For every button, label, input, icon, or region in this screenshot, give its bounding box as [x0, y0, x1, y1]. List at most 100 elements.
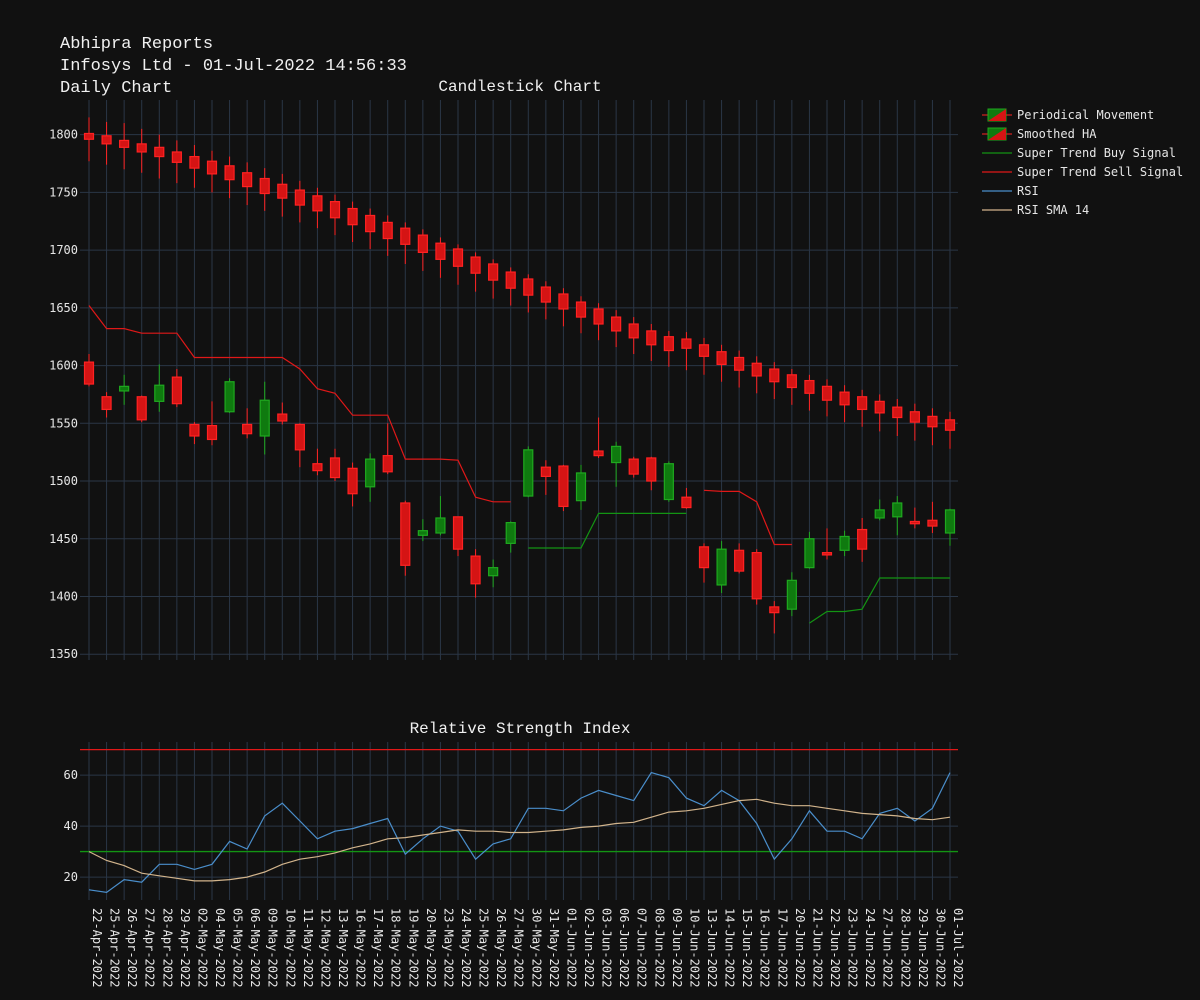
x-tick-label: 10-Jun-2022	[687, 908, 701, 987]
periodical-movement-candle	[83, 361, 95, 385]
x-tick-label: 25-May-2022	[477, 908, 491, 987]
periodical-movement-candle	[206, 425, 218, 441]
x-tick-label: 05-May-2022	[231, 908, 245, 987]
smoothed-ha-candle	[734, 356, 745, 371]
x-tick-label: 13-May-2022	[336, 908, 350, 987]
smoothed-ha-candle	[259, 177, 270, 195]
periodical-movement-candle	[681, 496, 692, 509]
y-tick-label: 1750	[49, 185, 78, 199]
smoothed-ha-candle	[611, 316, 622, 332]
x-tick-label: 27-Apr-2022	[143, 908, 157, 987]
rsi-y-tick-label: 60	[64, 768, 78, 782]
smoothed-ha-candle	[786, 374, 797, 389]
y-tick-label: 1600	[49, 359, 78, 373]
smoothed-ha-candle	[242, 172, 253, 188]
x-tick-label: 27-May-2022	[512, 908, 526, 987]
x-tick-label: 10-May-2022	[283, 908, 297, 987]
x-tick-label: 28-Apr-2022	[160, 908, 174, 987]
legend-item: Super Trend Buy Signal	[982, 146, 1176, 160]
periodical-movement-candle	[382, 455, 393, 473]
periodical-movement-candle	[663, 463, 674, 501]
smoothed-ha-candle	[136, 143, 147, 153]
periodical-movement-candle	[927, 519, 938, 527]
periodical-movement-candle	[734, 549, 745, 572]
periodical-movement-candle	[136, 396, 147, 421]
smoothed-ha-candle	[892, 406, 903, 419]
x-tick-label: 29-Apr-2022	[178, 908, 192, 987]
legend-label: Smoothed HA	[1017, 127, 1097, 141]
periodical-movement-candle	[488, 567, 499, 577]
x-tick-label: 02-May-2022	[195, 908, 209, 987]
periodical-movement-candle	[804, 538, 815, 569]
smoothed-ha-candle	[628, 323, 639, 339]
periodical-movement-candle	[400, 502, 411, 566]
x-tick-label: 08-Jun-2022	[652, 908, 666, 987]
legend-item: RSI SMA 14	[982, 203, 1089, 217]
smoothed-ha-candle	[224, 165, 235, 181]
x-tick-label: 27-Jun-2022	[881, 908, 895, 987]
x-tick-label: 06-May-2022	[248, 908, 262, 987]
legend-label: Periodical Movement	[1017, 108, 1154, 122]
report-header-line-1: Abhipra Reports	[60, 35, 214, 54]
periodical-movement-candle	[575, 472, 587, 502]
x-tick-label: 25-Apr-2022	[108, 908, 122, 987]
smoothed-ha-candle	[329, 201, 341, 219]
smoothed-ha-candle	[294, 189, 305, 206]
x-tick-label: 24-May-2022	[459, 908, 473, 987]
legend-item: Periodical Movement	[982, 108, 1154, 122]
rsi-sma-line	[88, 798, 951, 882]
periodical-movement-candle	[558, 465, 569, 508]
smoothed-ha-candle	[821, 385, 833, 401]
smoothed-ha-candle	[857, 396, 868, 411]
periodical-movement-candle	[171, 376, 182, 405]
periodical-movement-candle	[909, 520, 920, 525]
smoothed-ha-candle	[698, 344, 710, 357]
x-tick-label: 31-May-2022	[547, 908, 561, 987]
periodical-movement-candle	[505, 521, 516, 544]
smoothed-ha-candle	[452, 248, 464, 267]
smoothed-ha-candle	[839, 391, 850, 406]
smoothed-ha-candle	[83, 132, 95, 140]
smoothed-ha-candle	[206, 160, 218, 175]
x-tick-label: 09-Jun-2022	[670, 908, 684, 987]
smoothed-ha-candle	[435, 242, 446, 260]
periodical-movement-candle	[628, 458, 639, 475]
y-tick-label: 1550	[49, 416, 78, 430]
legend-label: RSI	[1017, 184, 1039, 198]
periodical-movement-candle	[224, 381, 235, 413]
periodical-movement-candle	[698, 546, 710, 569]
periodical-movement-candle	[944, 509, 956, 534]
smoothed-ha-candle	[101, 135, 112, 145]
periodical-movement-candle	[277, 413, 288, 422]
y-tick-label: 1350	[49, 647, 78, 661]
periodical-movement-candle	[839, 535, 850, 551]
periodical-movement-candle	[716, 548, 727, 586]
smoothed-ha-candle	[505, 271, 516, 289]
x-tick-label: 17-May-2022	[371, 908, 385, 987]
periodical-movement-candle	[857, 528, 868, 550]
smoothed-ha-candle	[277, 183, 288, 199]
x-tick-label: 11-May-2022	[301, 908, 315, 987]
smoothed-ha-candle	[382, 221, 393, 240]
x-tick-label: 20-May-2022	[424, 908, 438, 987]
smoothed-ha-candle	[663, 336, 674, 352]
smoothed-ha-candle	[540, 286, 551, 303]
periodical-movement-candle	[154, 384, 165, 402]
rsi-chart-title: Relative Strength Index	[409, 720, 631, 738]
smoothed-ha-candle	[312, 195, 323, 212]
rsi-line	[88, 771, 951, 894]
x-tick-label: 30-May-2022	[529, 908, 543, 987]
x-tick-label: 13-Jun-2022	[705, 908, 719, 987]
periodical-movement-candle	[769, 606, 780, 614]
smoothed-ha-candle	[944, 419, 956, 431]
x-tick-label: 14-Jun-2022	[723, 908, 737, 987]
smoothed-ha-candle	[417, 234, 428, 254]
x-tick-label: 22-Jun-2022	[828, 908, 842, 987]
periodical-movement-candle	[435, 517, 446, 534]
periodical-movement-candle	[312, 463, 323, 472]
periodical-movement-candle	[365, 458, 376, 488]
x-tick-label: 03-Jun-2022	[600, 908, 614, 987]
periodical-movement-candle	[786, 579, 797, 610]
x-tick-label: 26-Apr-2022	[125, 908, 139, 987]
